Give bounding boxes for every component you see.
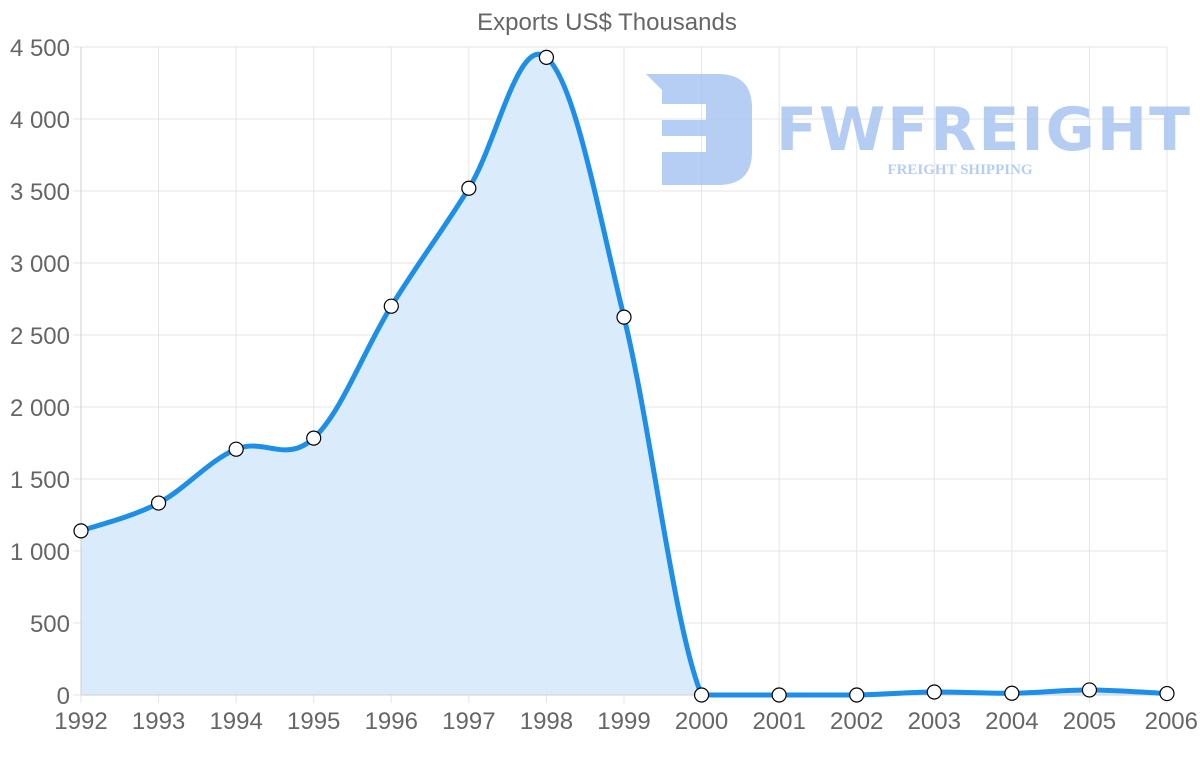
- y-axis-tick-labels: 0 500 1 000 1 500 2 000 2 500 3 000 3 500 4 000 4…: [10, 35, 70, 710]
- data-point-2004[interactable]: [1004, 685, 1020, 701]
- x-tick-label: 2002: [830, 708, 883, 735]
- data-point-2005[interactable]: [1081, 682, 1098, 698]
- x-tick-label: 2003: [908, 708, 961, 735]
- data-point-1993[interactable]: [150, 495, 167, 511]
- x-axis-tick-labels: 1992 1993 1994 1995 1996 1997 1998 1999 2000 2001…: [54, 708, 1198, 735]
- x-tick-label: 1999: [597, 708, 650, 735]
- y-tick-label: 2 500: [10, 323, 70, 350]
- series-area: [81, 54, 1167, 696]
- x-tick-label: 2004: [985, 708, 1038, 735]
- y-tick-label: 4 500: [10, 35, 70, 62]
- y-tick-label: 1 000: [10, 539, 70, 566]
- data-points: [73, 49, 1175, 703]
- data-point-2001[interactable]: [771, 687, 787, 703]
- data-point-1998[interactable]: [538, 49, 555, 65]
- data-point-1994[interactable]: [228, 441, 244, 457]
- x-tick-label: 2000: [675, 708, 728, 735]
- y-tick-label: 3 000: [10, 251, 70, 278]
- data-point-2006[interactable]: [1159, 685, 1175, 702]
- x-tick-label: 2005: [1063, 708, 1116, 735]
- x-tick-label: 2006: [1145, 708, 1198, 735]
- y-tick-label: 500: [30, 611, 70, 638]
- watermark-tagline: FREIGHT SHIPPING: [887, 162, 1032, 178]
- data-point-1997[interactable]: [461, 180, 477, 196]
- data-point-2003[interactable]: [926, 684, 942, 700]
- data-point-1992[interactable]: [73, 523, 89, 539]
- data-point-1996[interactable]: [383, 298, 399, 314]
- y-tick-label: 3 500: [10, 179, 70, 206]
- x-tick-label: 2001: [752, 708, 805, 735]
- x-tick-label: 1994: [209, 708, 262, 735]
- watermark-brand: FWFREIGHT: [776, 95, 1192, 165]
- logo-mark-icon: [646, 74, 752, 185]
- data-point-1995[interactable]: [306, 430, 322, 446]
- x-tick-label: 1997: [442, 708, 495, 735]
- y-tick-label: 2 000: [10, 395, 70, 422]
- x-tick-label: 1998: [520, 708, 573, 735]
- chart-title: Exports US$ Thousands: [477, 9, 737, 36]
- x-tick-label: 1996: [365, 708, 418, 735]
- data-point-2000[interactable]: [693, 687, 710, 703]
- x-tick-label: 1993: [132, 708, 185, 735]
- x-tick-label: 1992: [54, 708, 107, 735]
- y-tick-label: 0: [57, 683, 70, 710]
- data-point-2002[interactable]: [849, 687, 865, 703]
- y-tick-label: 4 000: [10, 107, 70, 134]
- area-fill: [81, 54, 1167, 696]
- y-tick-label: 1 500: [10, 467, 70, 494]
- x-tick-label: 1995: [287, 708, 340, 735]
- data-point-1999[interactable]: [616, 309, 632, 325]
- watermark-logo: FWFREIGHT FREIGHT SHIPPING: [646, 74, 1192, 185]
